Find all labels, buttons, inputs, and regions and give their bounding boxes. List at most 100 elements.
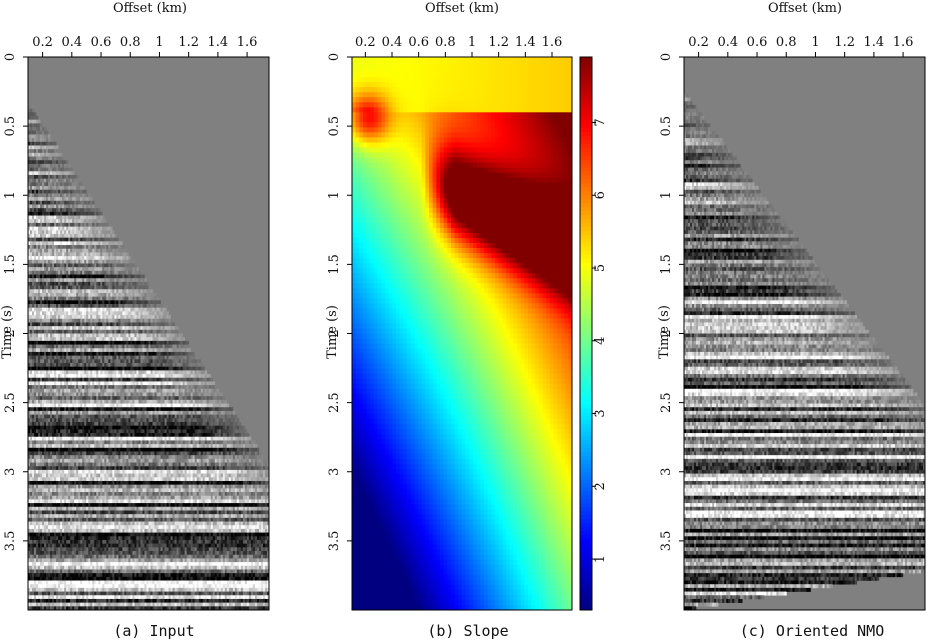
trace-sample [56,263,59,268]
trace-sample [96,451,99,456]
trace-sample [34,554,37,559]
trace-sample [34,440,37,445]
trace-sample [36,348,39,353]
trace-sample [82,547,85,552]
trace-sample [46,440,49,445]
trace-sample [90,377,93,382]
trace-sample [102,587,105,592]
trace-sample [88,248,91,253]
trace-sample [108,351,111,356]
trace-sample [54,421,57,426]
trace-sample [88,311,91,316]
trace-sample [30,547,33,552]
trace-sample [40,307,43,312]
trace-sample [102,374,105,379]
trace-sample [54,388,57,393]
trace-sample [108,281,111,286]
trace-sample [88,440,91,445]
trace-sample [28,351,31,356]
trace-sample [90,469,93,474]
trace-sample [88,267,91,272]
trace-sample [28,521,31,526]
trace-sample [90,425,93,430]
trace-sample [60,348,63,353]
trace-sample [100,285,103,290]
trace-sample [38,245,41,250]
trace-sample [102,525,105,530]
trace-sample [52,525,55,530]
trace-sample [84,281,87,286]
trace-sample [108,506,111,511]
trace-sample [48,141,51,146]
trace-sample [62,385,65,390]
trace-sample [78,292,81,297]
trace-sample [94,233,97,238]
trace-sample [102,539,105,544]
trace-sample [82,473,85,478]
trace-sample [72,514,75,519]
trace-sample [40,189,43,194]
trace-sample [96,584,99,589]
trace-sample [106,326,109,331]
trace-sample [106,263,109,268]
trace-sample [32,547,35,552]
trace-sample [48,351,51,356]
trace-sample [56,381,59,386]
trace-sample [102,289,105,294]
trace-sample [58,543,61,548]
trace-sample [30,562,33,567]
trace-sample [104,274,107,279]
trace-sample [34,385,37,390]
trace-sample [66,270,69,275]
trace-sample [40,322,43,327]
trace-sample [82,414,85,419]
trace-sample [50,311,53,316]
trace-sample [68,539,71,544]
trace-sample [42,167,45,172]
trace-sample [52,304,55,308]
trace-sample [30,348,33,353]
trace-sample [36,211,39,216]
trace-sample [44,200,47,205]
trace-sample [50,263,53,268]
trace-sample [54,252,57,257]
trace-sample [30,396,33,401]
trace-sample [88,587,91,592]
trace-sample [44,351,47,356]
trace-sample [78,403,81,408]
trace-sample [86,197,89,202]
trace-sample [62,362,65,367]
trace-sample [46,333,49,338]
trace-sample [98,510,101,515]
trace-sample [98,248,101,253]
trace-sample [92,458,95,463]
trace-sample [40,421,43,426]
trace-sample [102,602,105,607]
trace-sample [48,289,51,294]
trace-sample [96,414,99,419]
trace-sample [72,381,75,386]
trace-sample [76,444,79,449]
trace-sample [60,595,63,600]
trace-sample [86,226,89,231]
trace-sample [64,506,67,511]
trace-sample [42,230,45,235]
trace-sample [80,270,83,275]
trace-sample [40,329,43,334]
trace-sample [58,433,61,438]
trace-sample [102,447,105,452]
trace-sample [74,392,77,397]
trace-sample [64,174,67,179]
trace-sample [80,539,83,544]
trace-sample [42,355,45,360]
trace-sample [86,477,89,482]
trace-sample [58,396,61,401]
trace-sample [36,274,39,279]
trace-sample [32,447,35,452]
trace-sample [54,602,57,607]
trace-sample [58,429,61,434]
trace-sample [46,576,49,581]
trace-sample [92,399,95,404]
trace-sample [30,385,33,390]
trace-sample [90,322,93,327]
